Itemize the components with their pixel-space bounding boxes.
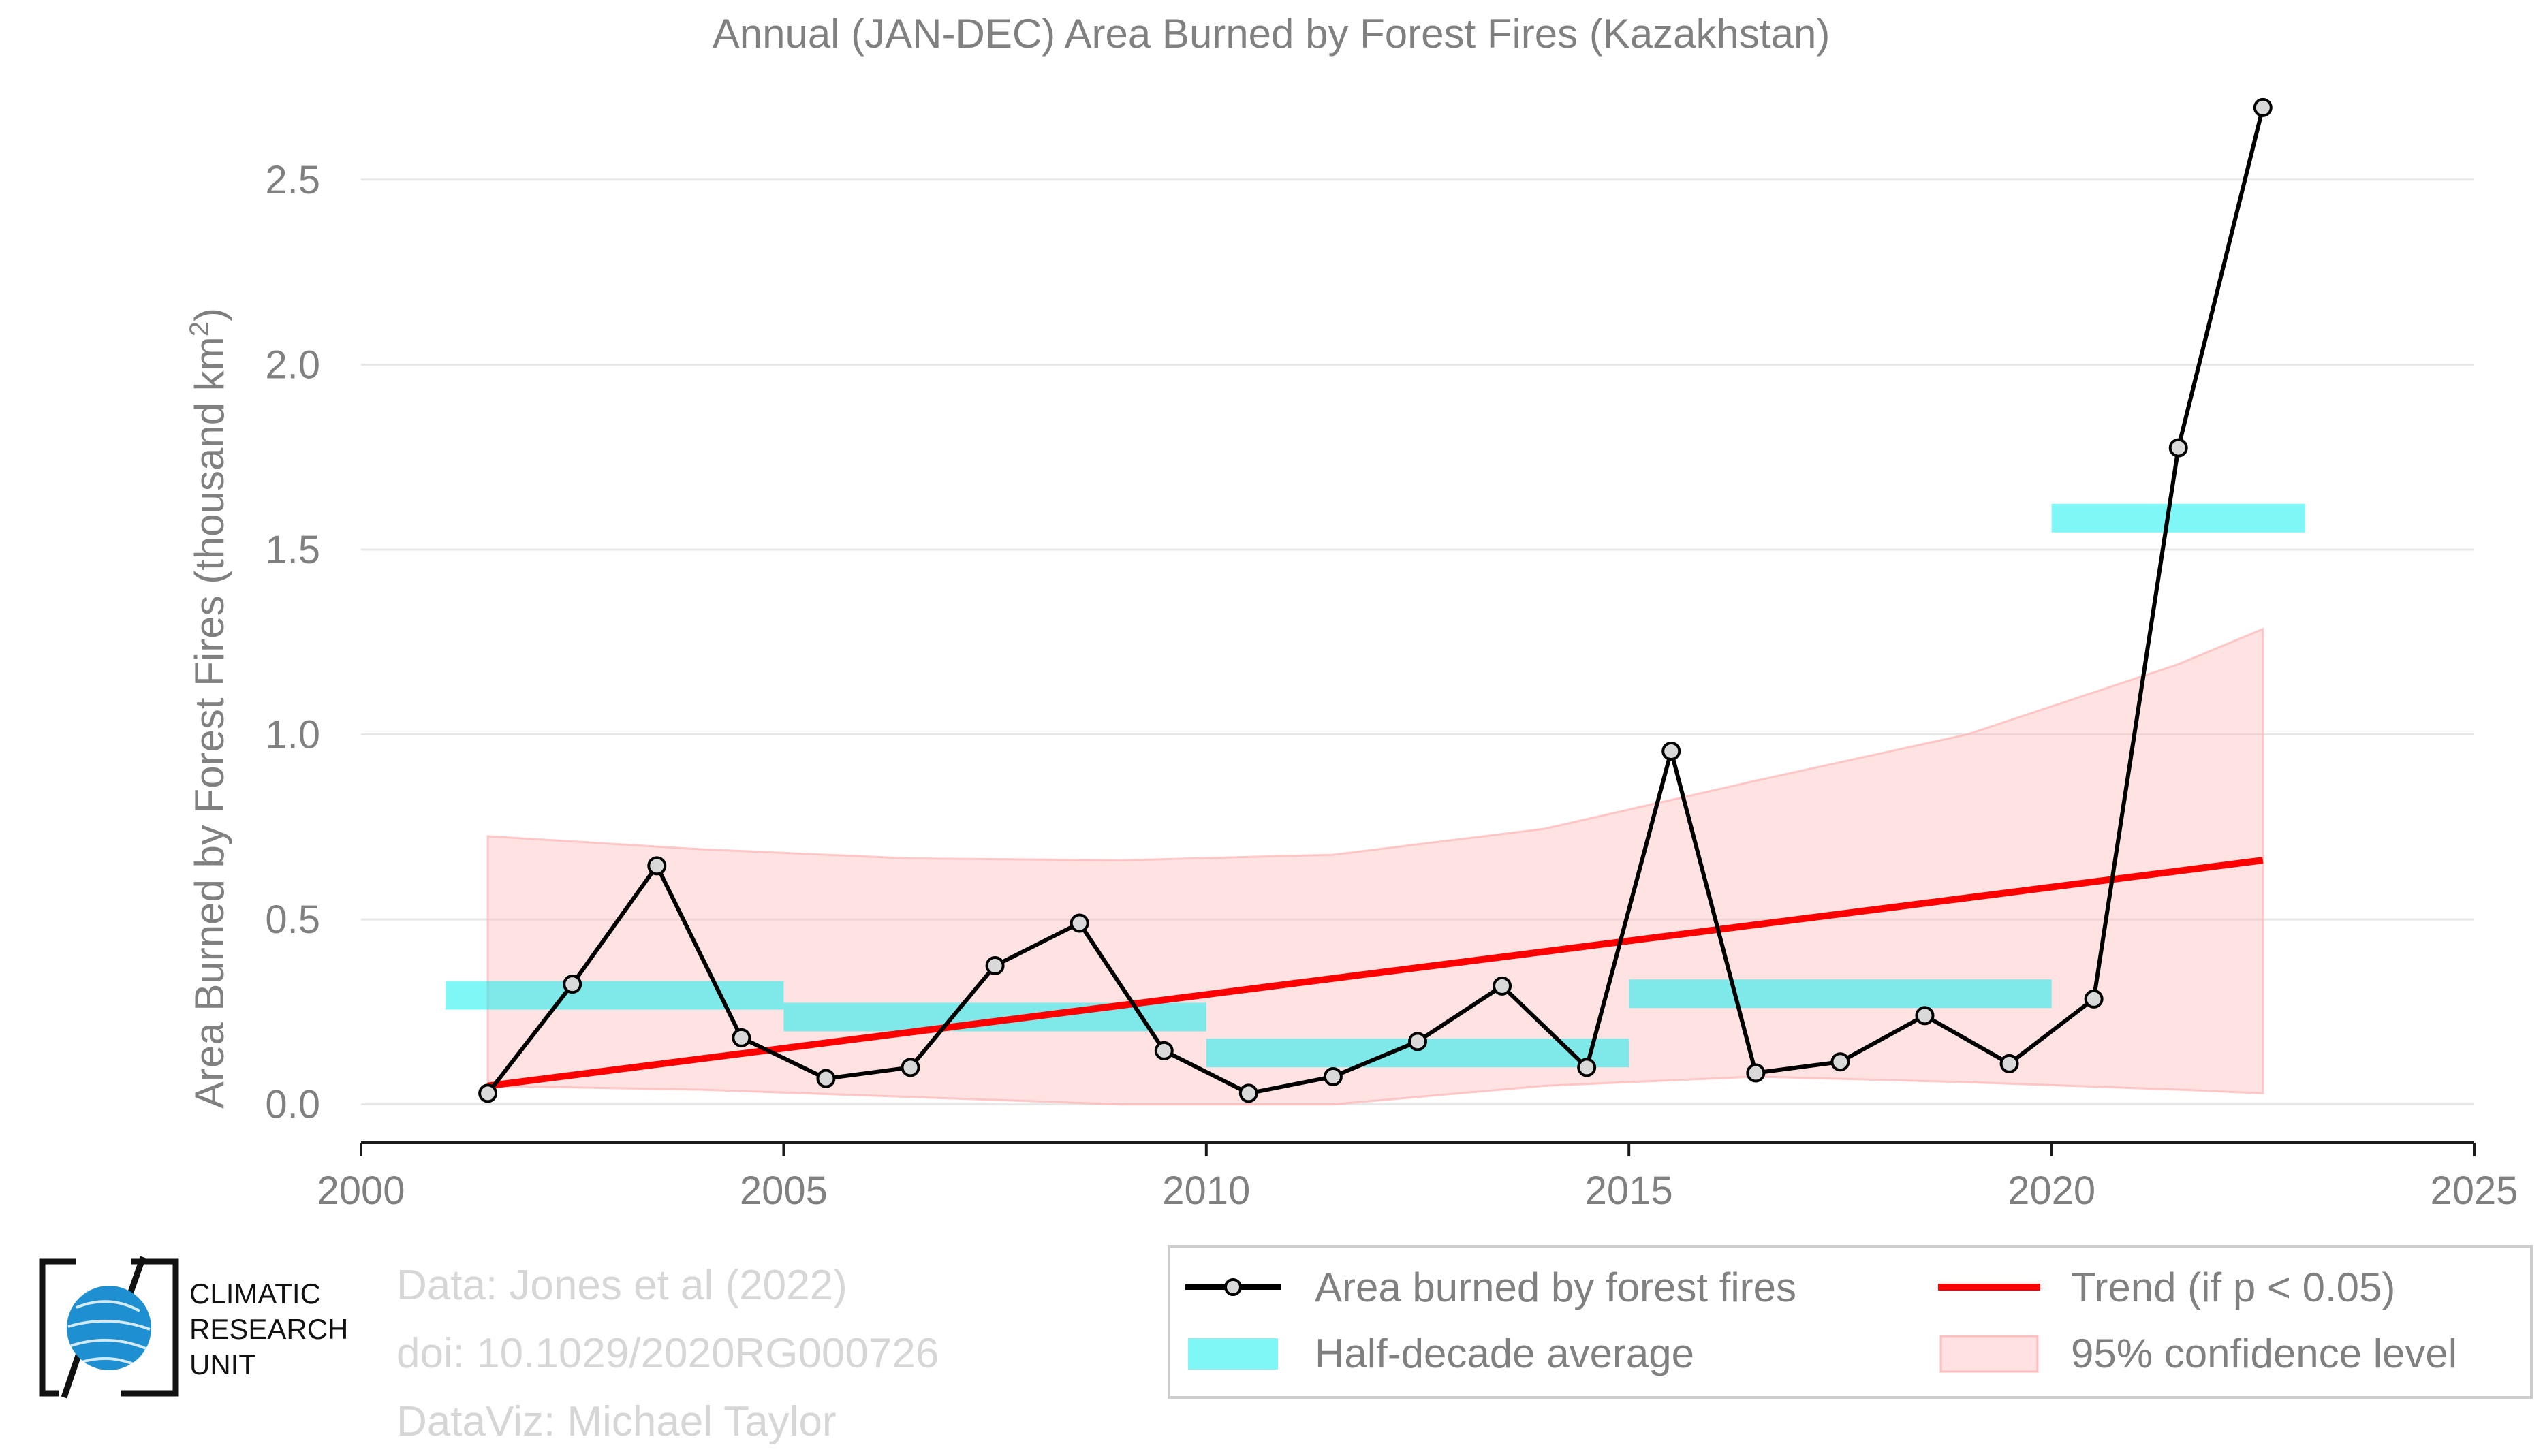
area-burned-point bbox=[1915, 1006, 1935, 1026]
area-burned-point bbox=[2168, 438, 2188, 458]
credit-data: Data: Jones et al (2022) bbox=[396, 1262, 847, 1309]
area-burned-point bbox=[1238, 1083, 1258, 1103]
logo-bracket-left bbox=[39, 1258, 76, 1397]
half-decade-bar bbox=[1629, 979, 2052, 1009]
area-burned-point bbox=[985, 956, 1005, 975]
area-burned-point bbox=[2253, 97, 2273, 117]
y-axis-label-text: Area Burned by Forest Fires (thousand km bbox=[187, 336, 232, 1109]
area-burned-point bbox=[647, 856, 667, 876]
area-burned-line bbox=[486, 107, 2265, 1096]
y-tick-label: 1.0 bbox=[265, 713, 320, 757]
legend: Area burned by forest fires Trend (if p … bbox=[1168, 1245, 2533, 1399]
area-burned-point bbox=[1661, 741, 1681, 761]
legend-label-area-burned: Area burned by forest fires bbox=[1315, 1265, 1796, 1310]
area-burned-point bbox=[1830, 1052, 1850, 1072]
confidence-band bbox=[486, 627, 2264, 1106]
x-tick-label: 2025 bbox=[2430, 1169, 2518, 1213]
area-burned-point bbox=[563, 975, 582, 994]
half-decade-bar bbox=[446, 981, 784, 1010]
x-tick-label: 2000 bbox=[317, 1169, 405, 1213]
y-tick-label: 0.0 bbox=[265, 1083, 320, 1127]
area-burned-point bbox=[816, 1069, 836, 1088]
legend-key-cyan-bar bbox=[1188, 1338, 1278, 1370]
area-burned-point bbox=[901, 1058, 920, 1077]
area-burned-point bbox=[1999, 1054, 2019, 1073]
legend-label-confidence: 95% confidence level bbox=[2071, 1331, 2457, 1376]
plot-area: 0.0 0.5 1.0 1.5 2.0 2.5 2000 2005 2010 2015 2020 20… bbox=[265, 97, 2518, 1213]
legend-key-pink-band bbox=[1939, 1335, 2039, 1373]
credit-dataviz: DataViz: Michael Taylor bbox=[396, 1398, 837, 1445]
area-burned-point bbox=[732, 1028, 751, 1047]
x-tick-label: 2010 bbox=[1162, 1169, 1250, 1213]
area-burned-point bbox=[2084, 989, 2104, 1009]
y-tick-label: 1.5 bbox=[265, 528, 320, 572]
area-burned-point bbox=[1746, 1063, 1766, 1083]
credits: Data: Jones et al (2022) doi: 10.1029/20… bbox=[396, 1252, 939, 1456]
logo-text-line-1: CLIMATIC bbox=[189, 1278, 321, 1310]
x-tick-label: 2005 bbox=[740, 1169, 828, 1213]
y-tick-label: 0.5 bbox=[265, 898, 320, 942]
legend-frame bbox=[1168, 1245, 2533, 1399]
logo-text-line-3: UNIT bbox=[189, 1348, 256, 1380]
area-burned-point bbox=[1323, 1066, 1343, 1086]
legend-label-half-decade: Half-decade average bbox=[1315, 1331, 1694, 1376]
y-axis-label-sup: 2 bbox=[185, 321, 215, 336]
area-burned-point bbox=[1070, 913, 1089, 933]
area-burned-point bbox=[478, 1083, 498, 1103]
credit-doi: doi: 10.1029/2020RG000726 bbox=[396, 1330, 939, 1377]
area-burned-point bbox=[1154, 1041, 1174, 1060]
x-tick-label: 2020 bbox=[2008, 1169, 2095, 1213]
x-tick-label: 2015 bbox=[1585, 1169, 1673, 1213]
logo-text-line-2: RESEARCH bbox=[189, 1313, 348, 1345]
globe-icon bbox=[67, 1286, 151, 1370]
legend-key-marker bbox=[1224, 1278, 1242, 1296]
area-burned-point bbox=[1493, 976, 1512, 996]
cru-logo: CLIMATIC RESEARCH UNIT bbox=[39, 1256, 348, 1399]
logo-bracket-right bbox=[121, 1258, 179, 1397]
y-tick-label: 2.5 bbox=[265, 158, 320, 202]
area-burned-point bbox=[1577, 1058, 1597, 1077]
y-axis-label-close: ) bbox=[187, 308, 232, 321]
y-tick-label: 2.0 bbox=[265, 343, 320, 387]
half-decade-bar bbox=[2051, 503, 2305, 533]
y-axis-label: Area Burned by Forest Fires (thousand km… bbox=[185, 308, 232, 1109]
chart-title: Annual (JAN-DEC) Area Burned by Forest F… bbox=[713, 11, 1830, 57]
area-burned-point bbox=[1408, 1032, 1427, 1051]
legend-label-trend: Trend (if p < 0.05) bbox=[2071, 1265, 2395, 1310]
trend-line bbox=[487, 857, 2264, 1090]
